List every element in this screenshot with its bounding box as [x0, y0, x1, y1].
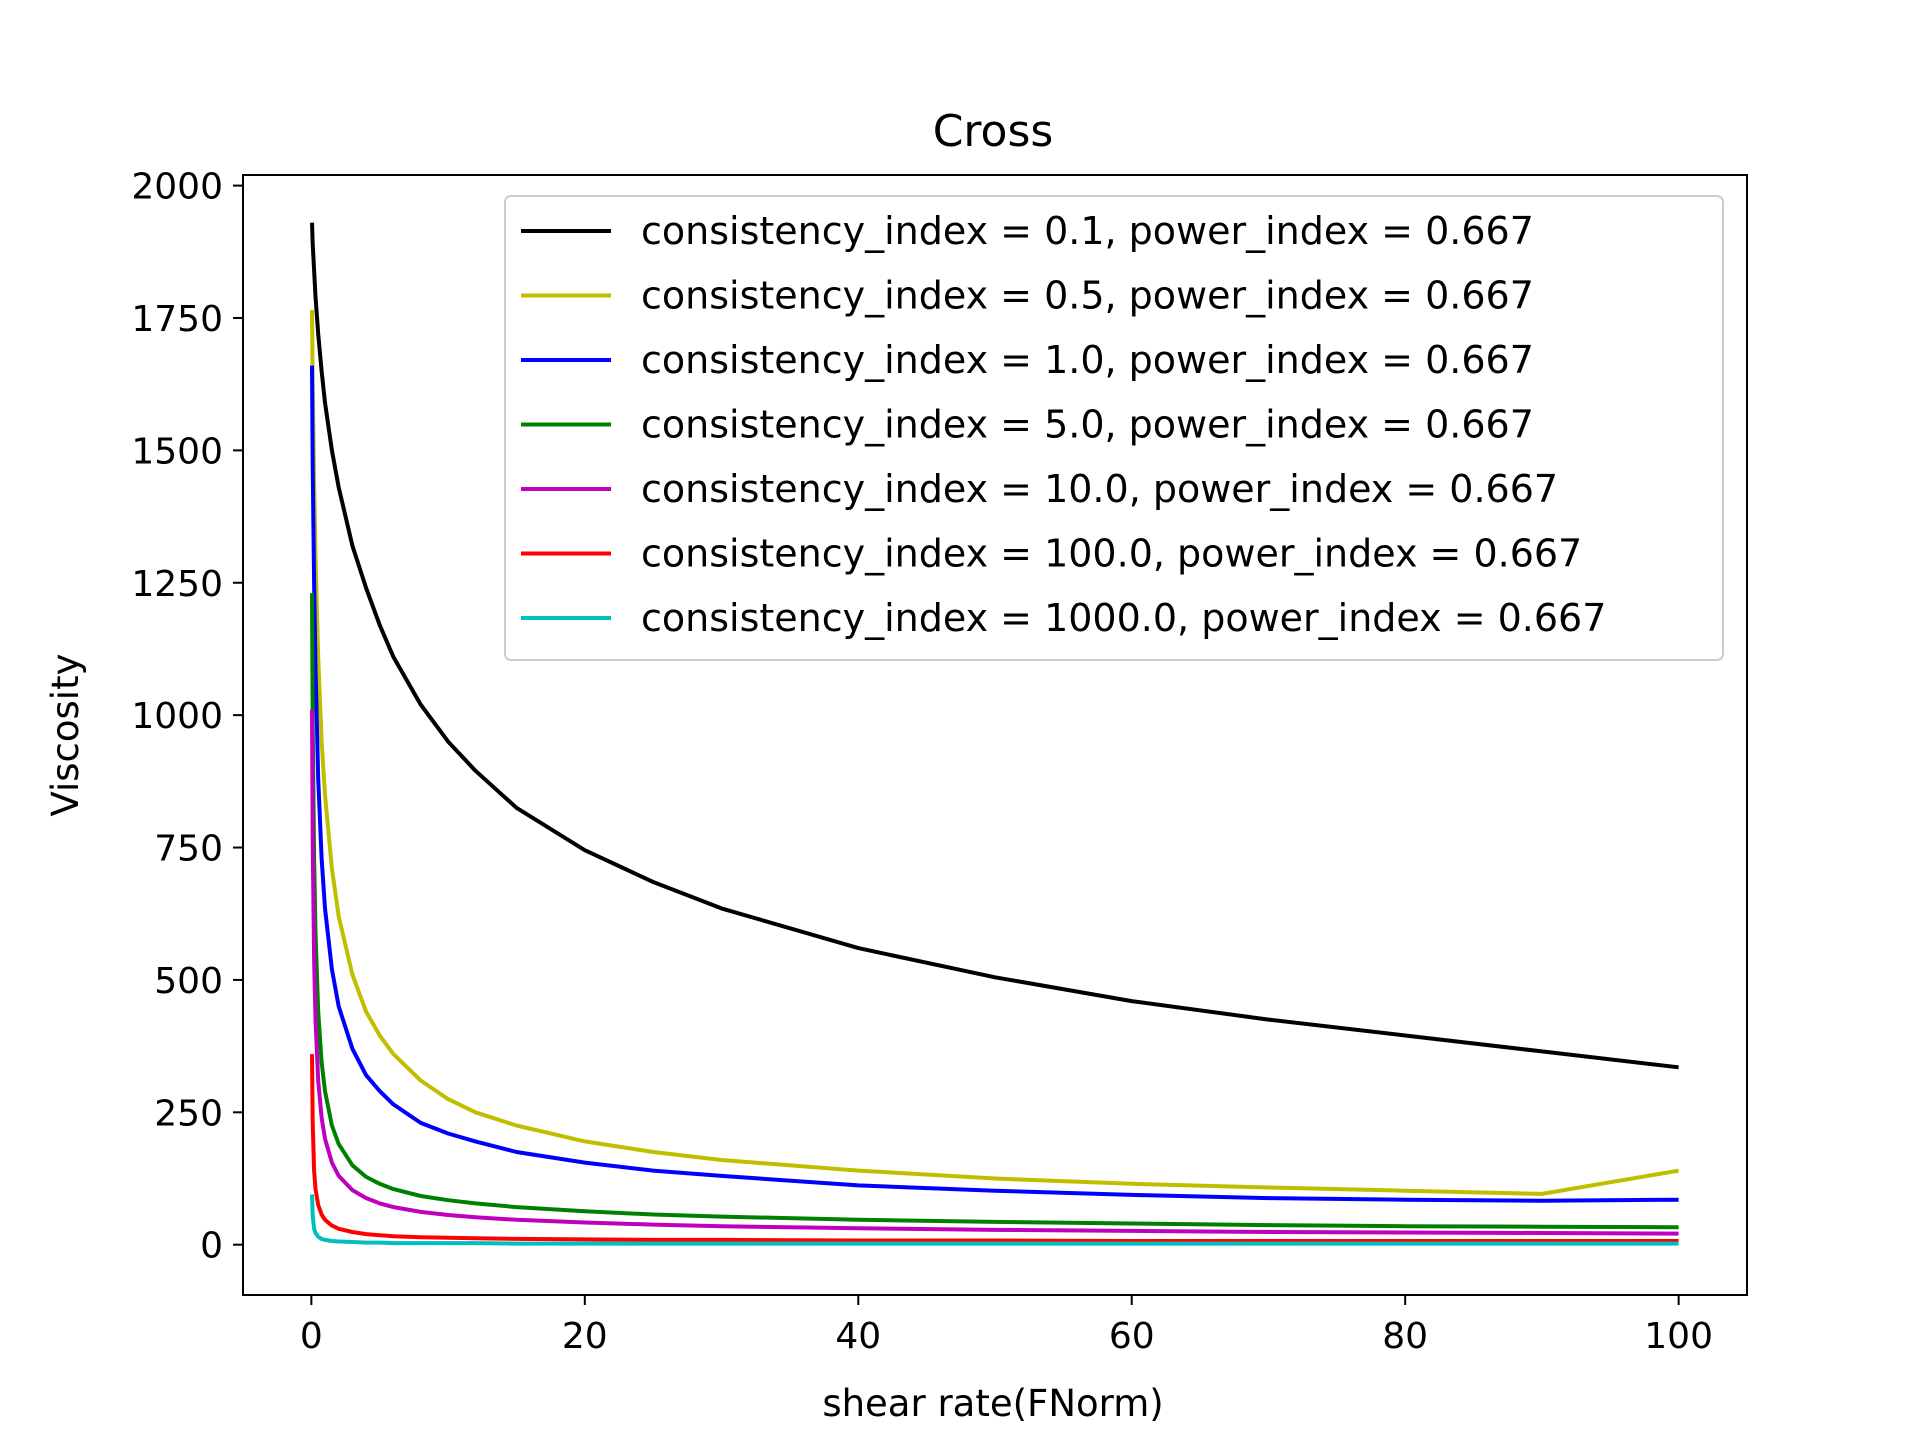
x-tick-label: 20 [562, 1316, 608, 1357]
x-tick-label: 100 [1644, 1316, 1713, 1357]
y-tick-label: 750 [154, 829, 223, 870]
x-axis: 0 20 40 60 80 100 [300, 1295, 1713, 1357]
legend-entry-label: consistency_index = 1000.0, power_index … [641, 596, 1606, 640]
series-line-5 [310, 1054, 1679, 1243]
series-line-1 [310, 309, 1679, 1196]
y-axis-label: Viscosity [44, 654, 87, 817]
y-tick-label: 500 [154, 961, 223, 1002]
y-tick-label: 0 [200, 1226, 223, 1267]
legend-entry-label: consistency_index = 1.0, power_index = 0… [641, 338, 1534, 382]
legend-entry-label: consistency_index = 10.0, power_index = … [641, 467, 1558, 511]
legend-entry-label: consistency_index = 100.0, power_index =… [641, 532, 1582, 576]
y-tick-label: 1000 [131, 696, 223, 737]
y-tick-label: 1250 [131, 564, 223, 605]
y-axis: 0 250 500 750 1000 1250 1500 1750 2000 [131, 167, 243, 1267]
legend: consistency_index = 0.1, power_index = 0… [504, 195, 1724, 661]
y-tick-label: 250 [154, 1093, 223, 1134]
x-tick-label: 80 [1382, 1316, 1428, 1357]
y-tick-label: 1500 [131, 431, 223, 472]
x-tick-label: 60 [1109, 1316, 1155, 1357]
legend-entry-label: consistency_index = 0.5, power_index = 0… [641, 274, 1534, 318]
x-tick-label: 0 [300, 1316, 323, 1357]
series-line-0 [310, 222, 1679, 1070]
chart-title: Cross [933, 106, 1054, 157]
legend-box [504, 195, 1724, 661]
series-line-4 [310, 709, 1679, 1236]
x-axis-label: shear rate(FNorm) [822, 1382, 1163, 1425]
plot-frame [242, 174, 1748, 1296]
series-layer [310, 222, 1679, 1246]
y-tick-label: 1750 [131, 299, 223, 340]
legend-entry-label: consistency_index = 5.0, power_index = 0… [641, 403, 1534, 447]
y-tick-label: 2000 [131, 167, 223, 208]
x-tick-label: 40 [835, 1316, 881, 1357]
legend-entry-label: consistency_index = 0.1, power_index = 0… [641, 209, 1534, 253]
series-line-6 [310, 1194, 1679, 1246]
series-line-3 [310, 593, 1679, 1230]
series-line-2 [310, 365, 1679, 1203]
